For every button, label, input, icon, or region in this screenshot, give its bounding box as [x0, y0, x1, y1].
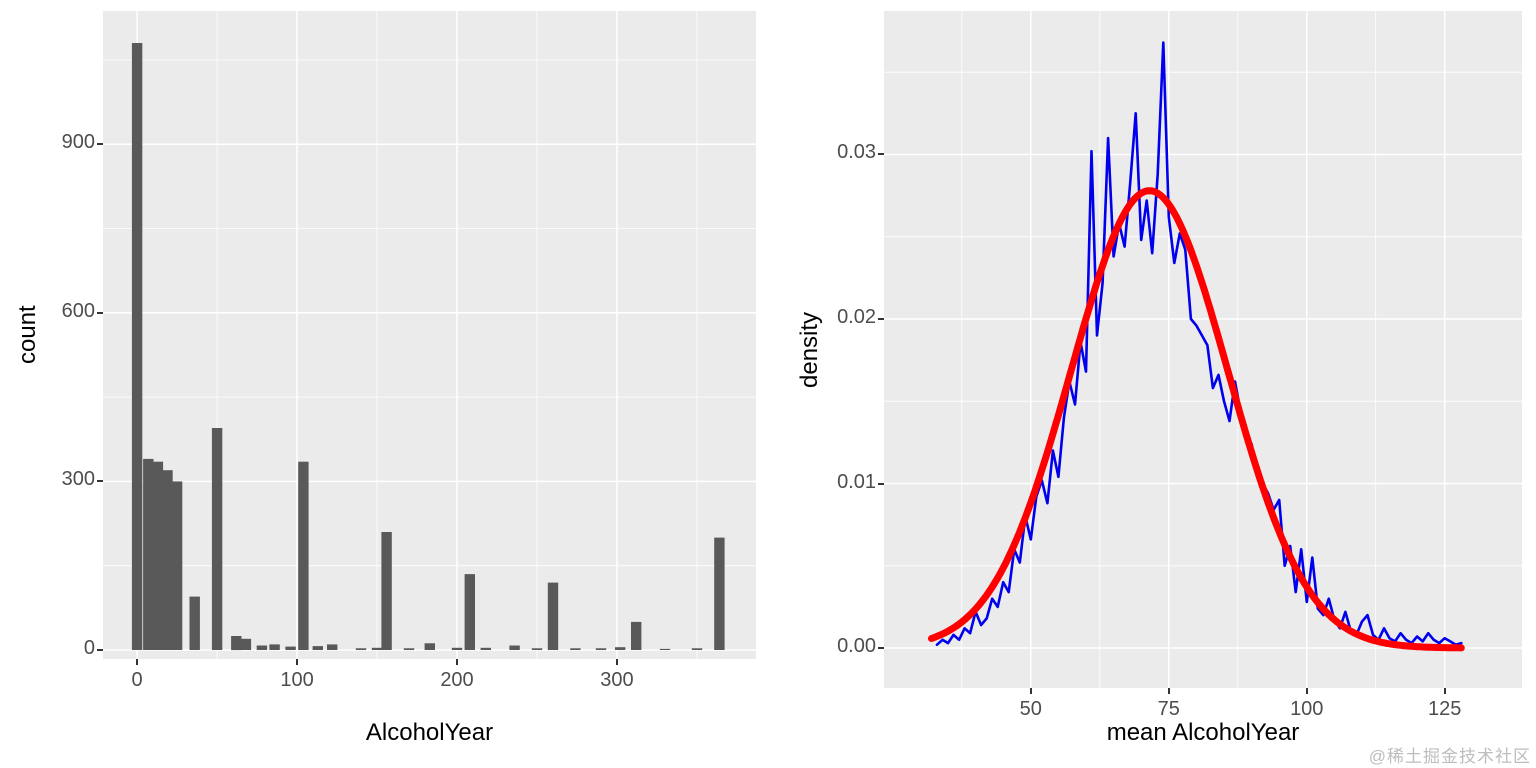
y-tick-label: 300 — [61, 468, 95, 491]
x-tick-mark — [296, 659, 299, 665]
y-tick-mark — [97, 311, 103, 314]
x-tick-mark — [1443, 688, 1446, 694]
x-tick-label: 100 — [1290, 698, 1324, 720]
histogram-x-axis-title: AlcoholYear — [365, 719, 494, 746]
density-figure: density mean AlcoholYear 50 75 100 125 0.00 0… — [768, 0, 1536, 768]
x-tick-mark — [615, 659, 618, 665]
normal-curve-line — [928, 187, 1465, 652]
watermark: @稀土掘金技术社区 — [1368, 747, 1531, 766]
y-tick-mark — [97, 143, 103, 146]
x-tick-mark — [1305, 688, 1308, 694]
x-tick-mark — [136, 659, 139, 665]
x-tick-label: 125 — [1428, 698, 1462, 720]
x-tick-mark — [1167, 688, 1170, 694]
y-tick-label: 0.02 — [837, 305, 876, 328]
x-tick-label: 100 — [280, 669, 314, 691]
histogram-y-axis-title: count — [14, 305, 41, 365]
density-panel — [884, 11, 1522, 688]
y-tick-label: 0.00 — [837, 635, 876, 658]
y-tick-label: 600 — [61, 299, 95, 322]
panel-background — [103, 11, 756, 659]
density-x-axis-title: mean AlcoholYear — [1106, 719, 1300, 746]
x-tick-label: 0 — [131, 669, 143, 691]
y-tick-mark — [878, 482, 884, 485]
y-tick-mark — [878, 647, 884, 650]
histogram-bars — [131, 43, 725, 651]
density-y-axis-title: density — [796, 311, 823, 388]
x-tick-label: 50 — [1019, 698, 1042, 720]
y-tick-label: 0.03 — [837, 141, 876, 164]
y-tick-mark — [97, 480, 103, 483]
y-tick-label: 0.01 — [837, 470, 876, 493]
y-tick-mark — [97, 649, 103, 651]
x-tick-mark — [456, 659, 458, 665]
x-tick-label: 200 — [440, 669, 474, 691]
x-tick-mark — [1029, 688, 1032, 694]
y-tick-label: 0 — [83, 637, 95, 659]
y-tick-mark — [878, 153, 884, 156]
histogram-figure: count AlcoholYear 0 100 200 300 0 300 600 900 — [14, 11, 756, 746]
y-tick-mark — [878, 317, 884, 320]
x-tick-label: 300 — [600, 669, 634, 691]
panel-background — [884, 11, 1522, 688]
x-tick-label: 75 — [1157, 698, 1180, 720]
histogram-panel — [103, 11, 756, 659]
y-tick-label: 900 — [61, 131, 95, 154]
